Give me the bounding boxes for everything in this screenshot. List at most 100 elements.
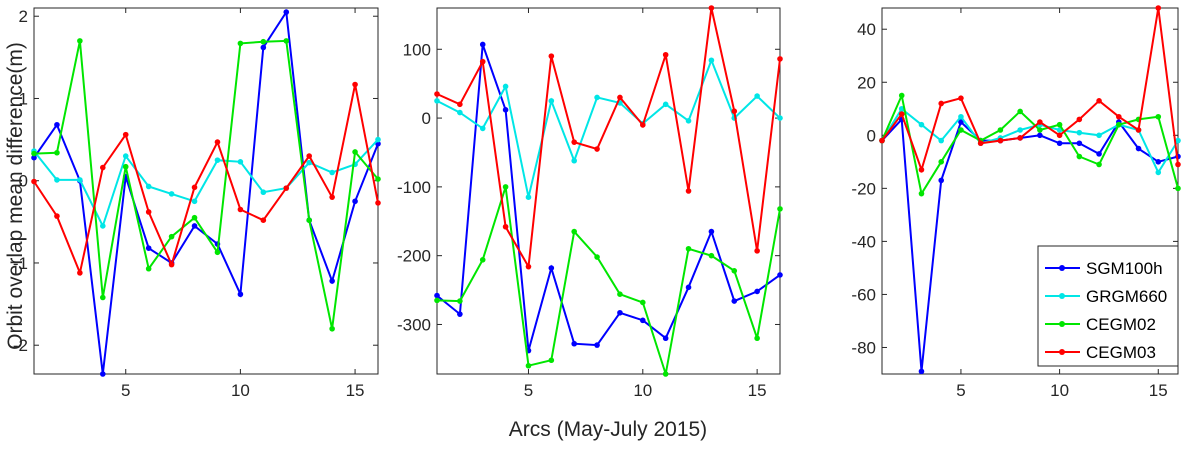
series-line	[881, 107, 1179, 175]
data-point	[77, 270, 83, 276]
series-cegm03	[31, 81, 381, 277]
data-point	[306, 153, 313, 159]
data-point	[145, 183, 152, 190]
series-line	[436, 44, 781, 351]
data-point	[283, 9, 290, 15]
data-point	[731, 268, 738, 274]
y-tick-label: -300	[397, 315, 431, 334]
data-point	[434, 91, 440, 97]
data-point	[145, 245, 152, 251]
data-point	[1116, 121, 1122, 128]
data-point	[777, 206, 783, 212]
data-point	[525, 194, 532, 200]
panel-2: 5 10 15 -300 -200 -100 0 100	[397, 5, 783, 400]
data-point	[754, 335, 760, 342]
data-point	[191, 214, 198, 221]
series-line	[436, 186, 781, 375]
data-point	[31, 178, 37, 185]
x-tick-label: 5	[121, 381, 130, 400]
data-point	[1096, 151, 1102, 157]
data-point	[879, 137, 885, 144]
data-point	[479, 58, 486, 65]
data-point	[548, 265, 555, 271]
series-line	[881, 7, 1179, 174]
data-point	[283, 38, 290, 44]
data-point	[594, 146, 600, 152]
data-point	[502, 184, 509, 190]
data-point	[777, 115, 783, 121]
series-line	[436, 57, 781, 198]
data-point	[898, 111, 905, 117]
data-point	[434, 98, 440, 104]
panel-1: 5 10 15 -2 -1 0 1 2	[13, 7, 381, 400]
data-point	[1155, 159, 1162, 165]
data-point	[168, 261, 175, 268]
y-tick-label: -100	[397, 178, 431, 197]
data-point	[1037, 119, 1043, 125]
data-point	[708, 57, 715, 64]
data-point	[997, 137, 1004, 144]
data-point	[457, 101, 463, 108]
data-point	[457, 109, 463, 116]
data-point	[145, 265, 152, 272]
data-point	[1175, 185, 1181, 192]
legend: SGM100h GRGM660 CEGM02 CEGM03	[1037, 245, 1179, 367]
data-point	[1017, 108, 1023, 115]
data-point	[306, 159, 313, 166]
data-point	[375, 136, 381, 143]
data-point	[77, 177, 83, 183]
series-line	[33, 39, 379, 330]
data-point	[1155, 5, 1162, 11]
data-point	[54, 121, 60, 128]
data-point	[1175, 161, 1181, 168]
data-point	[145, 209, 152, 215]
series-cegm02	[434, 184, 783, 377]
legend-marker	[1059, 265, 1065, 271]
data-point	[329, 169, 335, 176]
data-point	[237, 40, 244, 47]
data-point	[640, 299, 646, 306]
data-point	[283, 185, 290, 191]
data-point	[434, 292, 440, 299]
data-point	[1155, 113, 1162, 120]
data-point	[352, 81, 358, 88]
data-point	[685, 284, 692, 291]
data-point	[918, 121, 925, 128]
data-point	[54, 149, 60, 156]
data-point	[1037, 132, 1043, 139]
data-point	[31, 154, 37, 161]
legend-entry: CEGM02	[1045, 315, 1156, 334]
data-point	[1116, 113, 1122, 120]
y-tick-label: -2	[13, 336, 28, 355]
data-point	[434, 297, 440, 304]
data-point	[237, 291, 244, 298]
series-line	[881, 92, 1179, 197]
data-point	[685, 245, 692, 252]
data-point	[1076, 129, 1083, 136]
legend-entry: CEGM03	[1045, 343, 1156, 362]
data-point	[260, 44, 267, 51]
panel-3: 5 10 15 -80 -60 -40 -20 0 20 40	[851, 5, 1181, 400]
data-point	[214, 157, 221, 163]
data-point	[548, 98, 555, 104]
data-point	[594, 94, 600, 101]
series-sgm100h	[434, 41, 783, 354]
data-point	[731, 298, 738, 304]
x-tick-label: 15	[748, 381, 767, 400]
data-point	[457, 298, 463, 304]
data-point	[1056, 121, 1063, 128]
data-point	[375, 176, 381, 182]
data-point	[1076, 153, 1083, 160]
data-point	[1017, 135, 1023, 141]
data-point	[754, 248, 760, 254]
data-point	[479, 125, 486, 132]
x-tick-label: 10	[231, 381, 250, 400]
plot-frame	[436, 7, 781, 375]
y-tick-label: 40	[857, 20, 876, 39]
data-point	[571, 157, 577, 164]
series-grgm660	[434, 57, 783, 200]
data-point	[191, 223, 198, 229]
x-tick-label: 10	[633, 381, 652, 400]
